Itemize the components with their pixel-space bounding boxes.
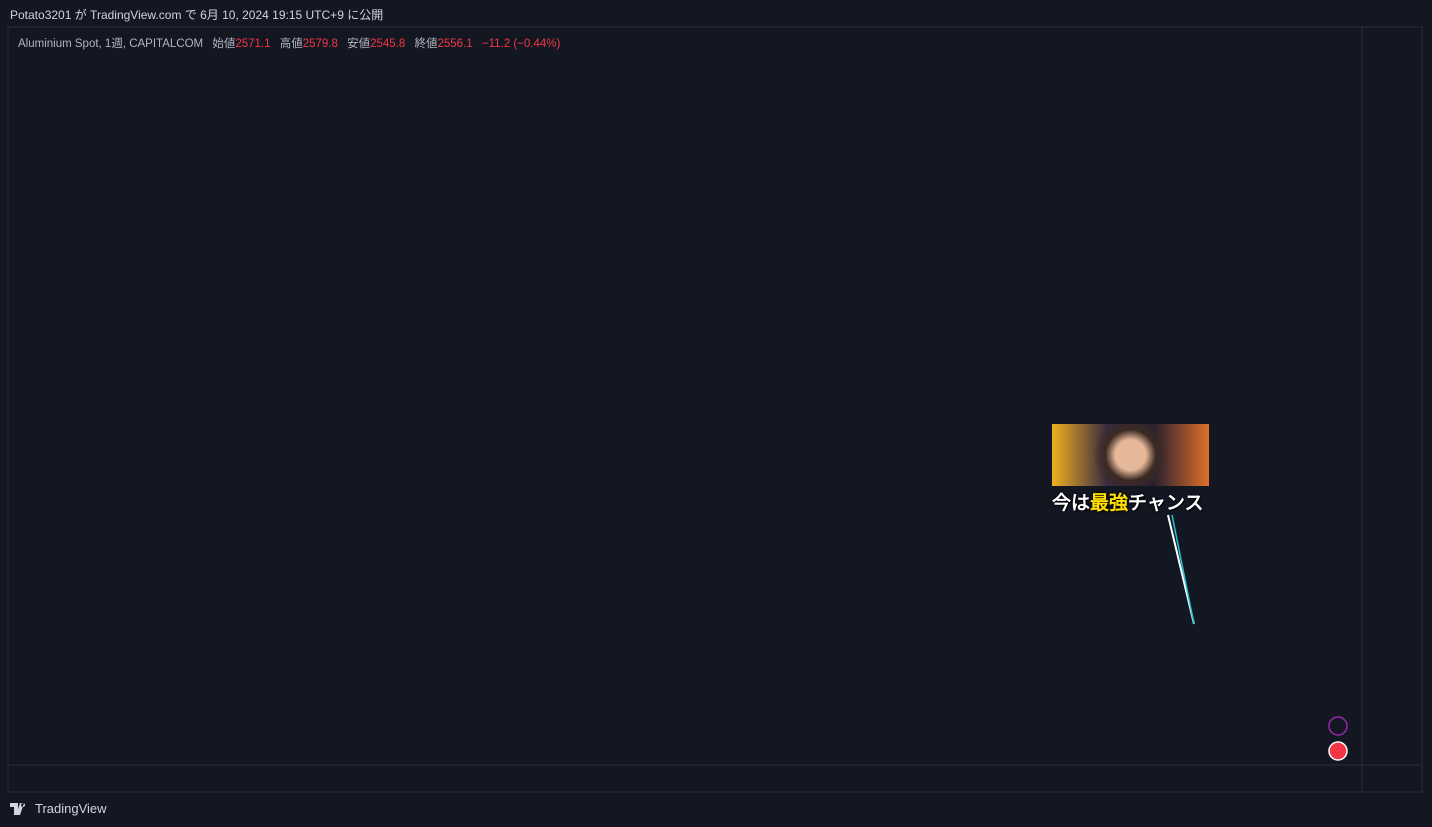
symbol-legend: Aluminium Spot, 1週, CAPITALCOM 始値2571.1 … xyxy=(18,35,560,51)
low-label: 安値 xyxy=(347,38,371,50)
annotation-caption: 今は最強チャンス xyxy=(1052,488,1203,515)
high-label: 高値 xyxy=(279,38,303,50)
open-label: 始値 xyxy=(212,38,236,50)
annotation: 今は最強チャンス xyxy=(1052,424,1209,516)
flash-icon[interactable] xyxy=(1328,716,1348,736)
low-value: 2545.8 xyxy=(370,38,406,50)
footer: TradingView xyxy=(10,801,107,816)
chart-frame xyxy=(7,26,1423,793)
publish-info: Potato3201 が TradingView.com で 6月 10, 20… xyxy=(10,8,384,22)
logo xyxy=(10,802,26,815)
open-value: 2571.1 xyxy=(235,38,271,50)
annotation-text: 今は xyxy=(1052,493,1091,514)
close-value: 2556.1 xyxy=(437,38,473,50)
annotation-image xyxy=(1052,424,1209,486)
brand: TradingView xyxy=(35,801,107,816)
annotation-text: 最強 xyxy=(1090,493,1129,514)
symbol: Aluminium Spot, 1週, CAPITALCOM xyxy=(18,38,204,50)
annotation-arrow-edge xyxy=(1171,514,1195,625)
close-label: 終値 xyxy=(414,38,438,50)
high-value: 2579.8 xyxy=(302,38,338,50)
change-value: −11.2 (−0.44%) xyxy=(481,38,561,50)
event-icon[interactable] xyxy=(1328,741,1348,761)
annotation-text: チャンス xyxy=(1128,493,1204,514)
